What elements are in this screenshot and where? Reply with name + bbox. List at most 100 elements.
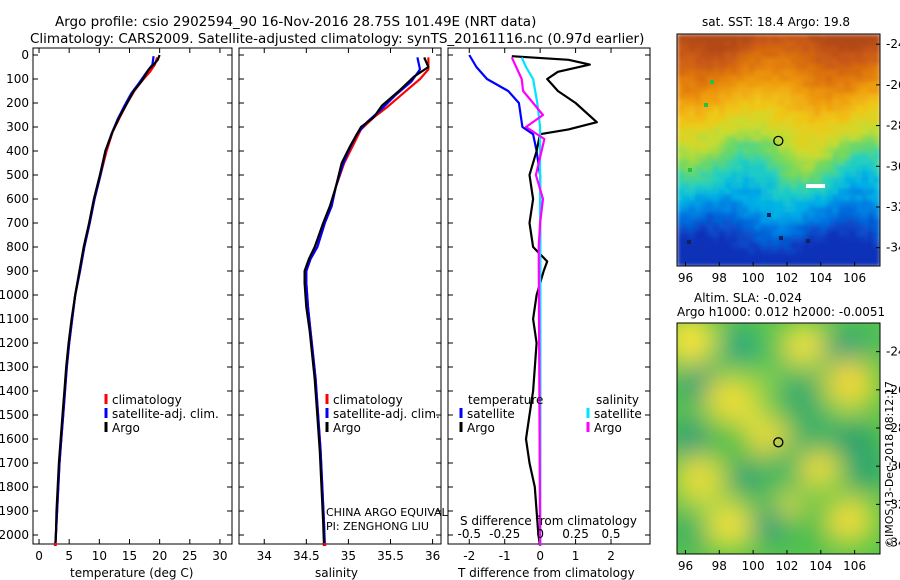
ytick-label: 400 — [6, 144, 29, 158]
temperature-axes — [32, 47, 233, 545]
title-line-2: Climatology: CARS2009. Satellite-adjuste… — [30, 31, 644, 47]
ytick-label: 1100 — [0, 312, 29, 326]
stick-label: -0.5 — [458, 527, 481, 541]
salinity-axes — [238, 47, 442, 545]
legend-label: satellite-adj. clim. — [333, 407, 440, 421]
salinity-panel: 34 34.5 35 35.5 36 climatologysatellite-adj. … — [238, 47, 470, 580]
stick-label: 0 — [536, 527, 544, 541]
credit-agency: CHINA ARGO EQUIVALENT — [326, 506, 470, 519]
ytick-label: 1900 — [0, 504, 29, 518]
argo-position-marker — [773, 437, 784, 448]
xtick-label: 0 — [35, 549, 43, 563]
legend-label: Argo — [112, 421, 140, 435]
sst-pixel — [688, 168, 692, 172]
map-xtick-label: 100 — [742, 271, 765, 285]
series-argo — [54, 54, 161, 546]
ytick-label: 1700 — [0, 456, 29, 470]
map-ytick-label: -34 — [886, 241, 900, 255]
ytick-label: 600 — [6, 192, 29, 206]
xtick-label: 30 — [212, 549, 227, 563]
series-argo — [303, 56, 430, 546]
map-xtick-label: 106 — [843, 559, 866, 573]
map-ytick-label: -24 — [886, 37, 900, 51]
sst-pixel — [687, 240, 691, 244]
ytick-label: 900 — [6, 264, 29, 278]
xtick-label: -1 — [499, 549, 511, 563]
map-xtick-label: 106 — [843, 271, 866, 285]
ytick-label: 0 — [21, 48, 29, 62]
legend-label: Argo — [333, 421, 361, 435]
sst-map-frame — [676, 33, 881, 267]
sla-map-title: Altim. SLA: -0.024 — [694, 291, 802, 305]
sla-map-frame — [676, 322, 881, 555]
map-xtick-label: 96 — [678, 559, 693, 573]
legend-label: Argo — [594, 421, 622, 435]
salinity-xlabel: salinity — [315, 566, 358, 580]
legend-label: satellite — [594, 407, 642, 421]
xtick-label: -2 — [463, 549, 475, 563]
difference-panel: -2 -1 0 1 2-0.5 -0.25 0 0.25 0.5satelliteArgosat… — [447, 47, 651, 580]
legend-salinity-title: salinity — [596, 393, 639, 407]
sst-map-panel: sat. SST: 18.4 Argo: 19.8 96 98 100 102 104 1… — [676, 15, 900, 285]
series-salinity-argo — [510, 56, 546, 546]
ytick-label: 800 — [6, 240, 29, 254]
sst-missing-data — [806, 184, 825, 188]
ytick-label: 1600 — [0, 432, 29, 446]
xtick-label: 1 — [572, 549, 580, 563]
xtick-label: 5 — [65, 549, 73, 563]
map-xtick-label: 104 — [809, 271, 832, 285]
map-ytick-label: -34 — [886, 536, 900, 550]
map-xtick-label: 98 — [712, 271, 727, 285]
map-xtick-label: 104 — [809, 559, 832, 573]
series-temperature-argo — [511, 55, 598, 546]
stick-label: -0.25 — [489, 527, 520, 541]
credit-pi: PI: ZENGHONG LIU — [326, 520, 429, 533]
difference-axes — [447, 47, 651, 545]
xtick-label: 15 — [122, 549, 137, 563]
xtick-label: 35 — [341, 549, 356, 563]
map-xtick-label: 102 — [776, 271, 799, 285]
stick-label: 0.5 — [601, 527, 620, 541]
legend-label: climatology — [333, 393, 403, 407]
ytick-label: 200 — [6, 96, 29, 110]
series-salinity-satellite — [520, 56, 542, 546]
map-xtick-label: 98 — [712, 559, 727, 573]
map-ytick-label: -26 — [886, 383, 900, 397]
sla-map-subtitle: Argo h1000: 0.012 h2000: -0.0051 — [677, 305, 885, 319]
ytick-label: 1800 — [0, 480, 29, 494]
ytick-label: 500 — [6, 168, 29, 182]
stick-label: 0.25 — [562, 527, 589, 541]
map-ytick-label: -32 — [886, 497, 900, 511]
imos-credit: ©IMOS 13-Dec-2018 08:12:17 — [883, 381, 896, 548]
map-ytick-label: -24 — [886, 345, 900, 359]
xtick-label: 34.5 — [293, 549, 320, 563]
map-xtick-label: 100 — [742, 559, 765, 573]
xtick-label: 10 — [92, 549, 107, 563]
map-ytick-label: -32 — [886, 200, 900, 214]
sst-pixel — [710, 80, 714, 84]
xtick-label: 0 — [536, 549, 544, 563]
difference-xlabel-top: S difference from climatology — [460, 514, 637, 528]
ytick-label: 100 — [6, 72, 29, 86]
xtick-label: 25 — [182, 549, 197, 563]
xtick-label: 2 — [607, 549, 615, 563]
legend-temperature-title: temperature — [468, 393, 543, 407]
argo-position-marker — [773, 135, 784, 146]
ytick-label: 1200 — [0, 336, 29, 350]
map-ytick-label: -28 — [886, 119, 900, 133]
legend-label: climatology — [112, 393, 182, 407]
ytick-label: 1300 — [0, 360, 29, 374]
ytick-label: 1500 — [0, 408, 29, 422]
map-xtick-label: 102 — [776, 559, 799, 573]
sst-pixel — [704, 103, 708, 107]
temperature-panel: 0100200300400500600700800900100011001200… — [0, 47, 233, 580]
map-xtick-label: 96 — [678, 271, 693, 285]
sst-pixel — [806, 239, 810, 243]
xtick-label: 34 — [257, 549, 272, 563]
ytick-label: 2000 — [0, 528, 29, 542]
temperature-xlabel: temperature (deg C) — [70, 566, 193, 580]
title-line-1: Argo profile: csio 2902594_90 16-Nov-201… — [55, 14, 536, 30]
sst-pixel — [779, 236, 783, 240]
sst-pixel — [767, 213, 771, 217]
